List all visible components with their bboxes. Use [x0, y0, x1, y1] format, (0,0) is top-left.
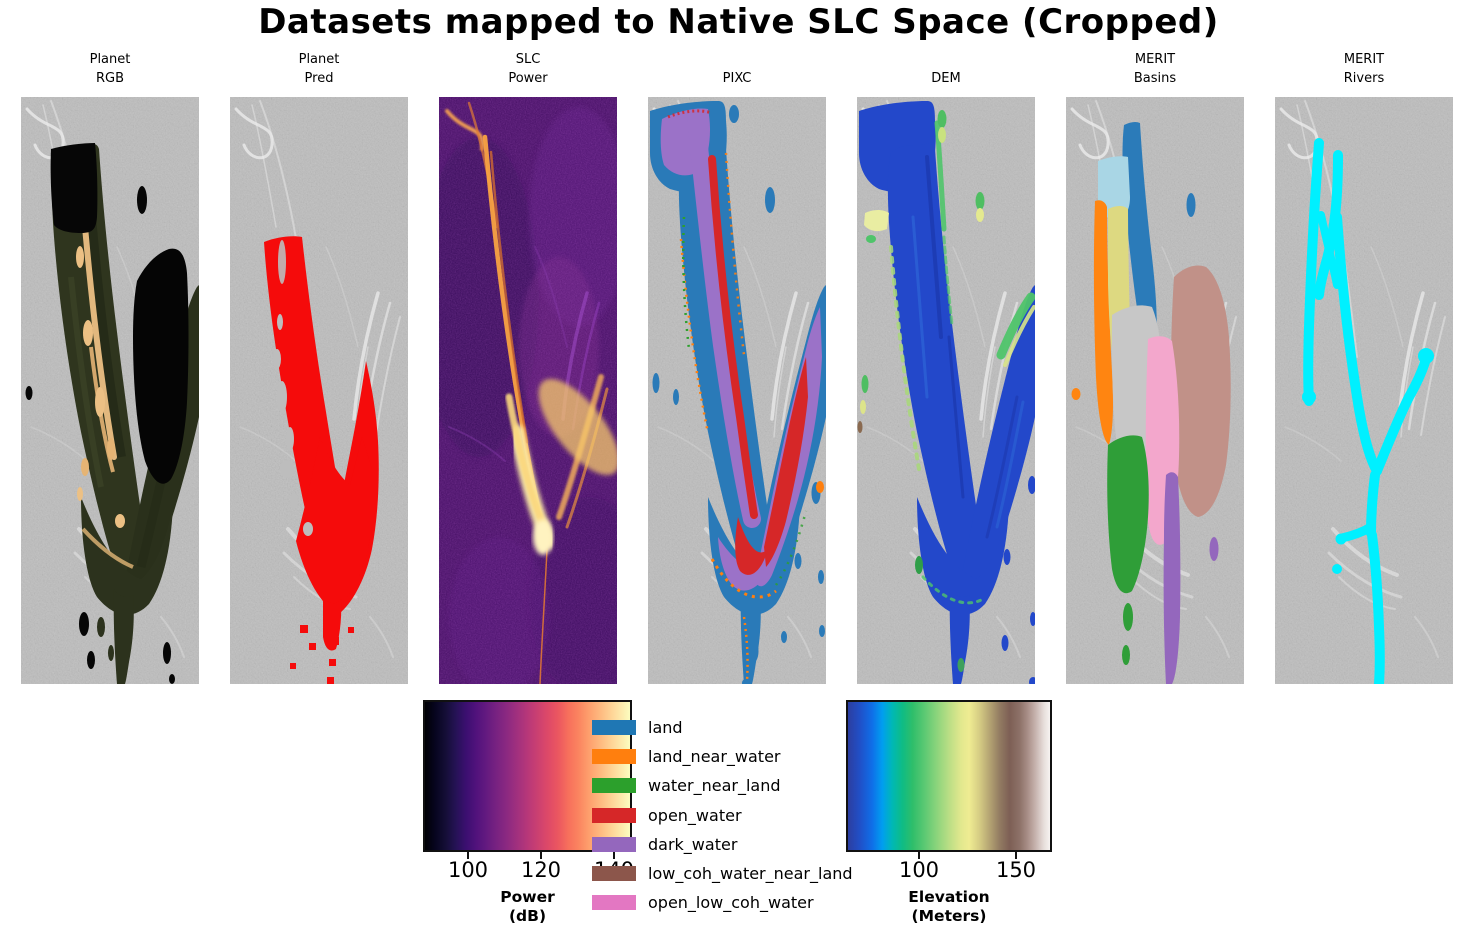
panel-title-line: MERIT [1134, 52, 1176, 67]
panel-title-merit-basins: MERIT Basins [1066, 50, 1244, 88]
legend-label-land: land [648, 718, 683, 737]
merit-rivers-image [1275, 97, 1453, 684]
panel-title-line: Basins [1133, 71, 1177, 86]
figure-title: Datasets mapped to Native SLC Space (Cro… [258, 2, 1219, 42]
legend-label-low-coh-water-near-land: low_coh_water_near_land [648, 864, 853, 883]
panel-title-line: Power [508, 71, 548, 86]
panel-title-line: Rivers [1343, 71, 1385, 86]
power-colorbar-label: Power (dB) [423, 888, 632, 926]
elevation-colorbar-label: Elevation (Meters) [846, 888, 1052, 926]
legend-swatch-land-near-water [592, 749, 636, 764]
panel-title-line: Pred [304, 71, 334, 86]
panel-title-slc-power: SLC Power [439, 50, 617, 88]
panel-title-line: PIXC [722, 71, 752, 86]
elevation-tick-label: 100 [898, 858, 940, 882]
power-label-line: (dB) [508, 907, 547, 925]
panel-title-pixc: PIXC [648, 69, 826, 88]
power-tick-label: 100 [447, 858, 489, 882]
legend-label-water-near-land: water_near_land [648, 776, 781, 795]
panel-title-merit-rivers: MERIT Rivers [1275, 50, 1453, 88]
power-tick-mark [540, 852, 542, 859]
legend-label-dark-water: dark_water [648, 835, 738, 854]
elevation-label-line: Elevation [908, 888, 990, 906]
power-label-line: Power [500, 888, 555, 906]
elevation-label-line: (Meters) [911, 907, 987, 925]
panel-title-line: DEM [931, 71, 961, 86]
planet-pred-image [230, 97, 408, 684]
panel-title-line: RGB [95, 71, 125, 86]
panel-title-line: Planet [89, 52, 131, 67]
planet-rgb-image [21, 97, 199, 684]
panel-title-line: SLC [515, 52, 541, 67]
pixc-image [648, 97, 826, 684]
merit-basins-image [1066, 97, 1244, 684]
legend-label-land-near-water: land_near_water [648, 747, 781, 766]
legend-swatch-land [592, 720, 636, 735]
elevation-tick-mark [918, 852, 920, 859]
legend-label-open-water: open_water [648, 806, 742, 825]
panel-title-line: MERIT [1343, 52, 1385, 67]
power-tick-mark [613, 852, 615, 859]
elevation-tick-mark [1015, 852, 1017, 859]
panel-title-line: Planet [298, 52, 340, 67]
slc-power-image [439, 97, 617, 684]
legend-swatch-open-water [592, 808, 636, 823]
elevation-tick-label: 150 [995, 858, 1037, 882]
legend-swatch-dark-water [592, 837, 636, 852]
legend-swatch-low-coh-water-near-land [592, 866, 636, 881]
power-tick-mark [467, 852, 469, 859]
legend-label-open-low-coh-water: open_low_coh_water [648, 893, 814, 912]
panel-title-dem: DEM [857, 69, 1035, 88]
dem-image [857, 97, 1035, 684]
panel-title-planet-pred: Planet Pred [230, 50, 408, 88]
legend-swatch-water-near-land [592, 778, 636, 793]
power-tick-label: 120 [520, 858, 562, 882]
panel-title-planet-rgb: Planet RGB [21, 50, 199, 88]
legend-swatch-open-low-coh-water [592, 895, 636, 910]
elevation-colorbar [846, 700, 1052, 852]
